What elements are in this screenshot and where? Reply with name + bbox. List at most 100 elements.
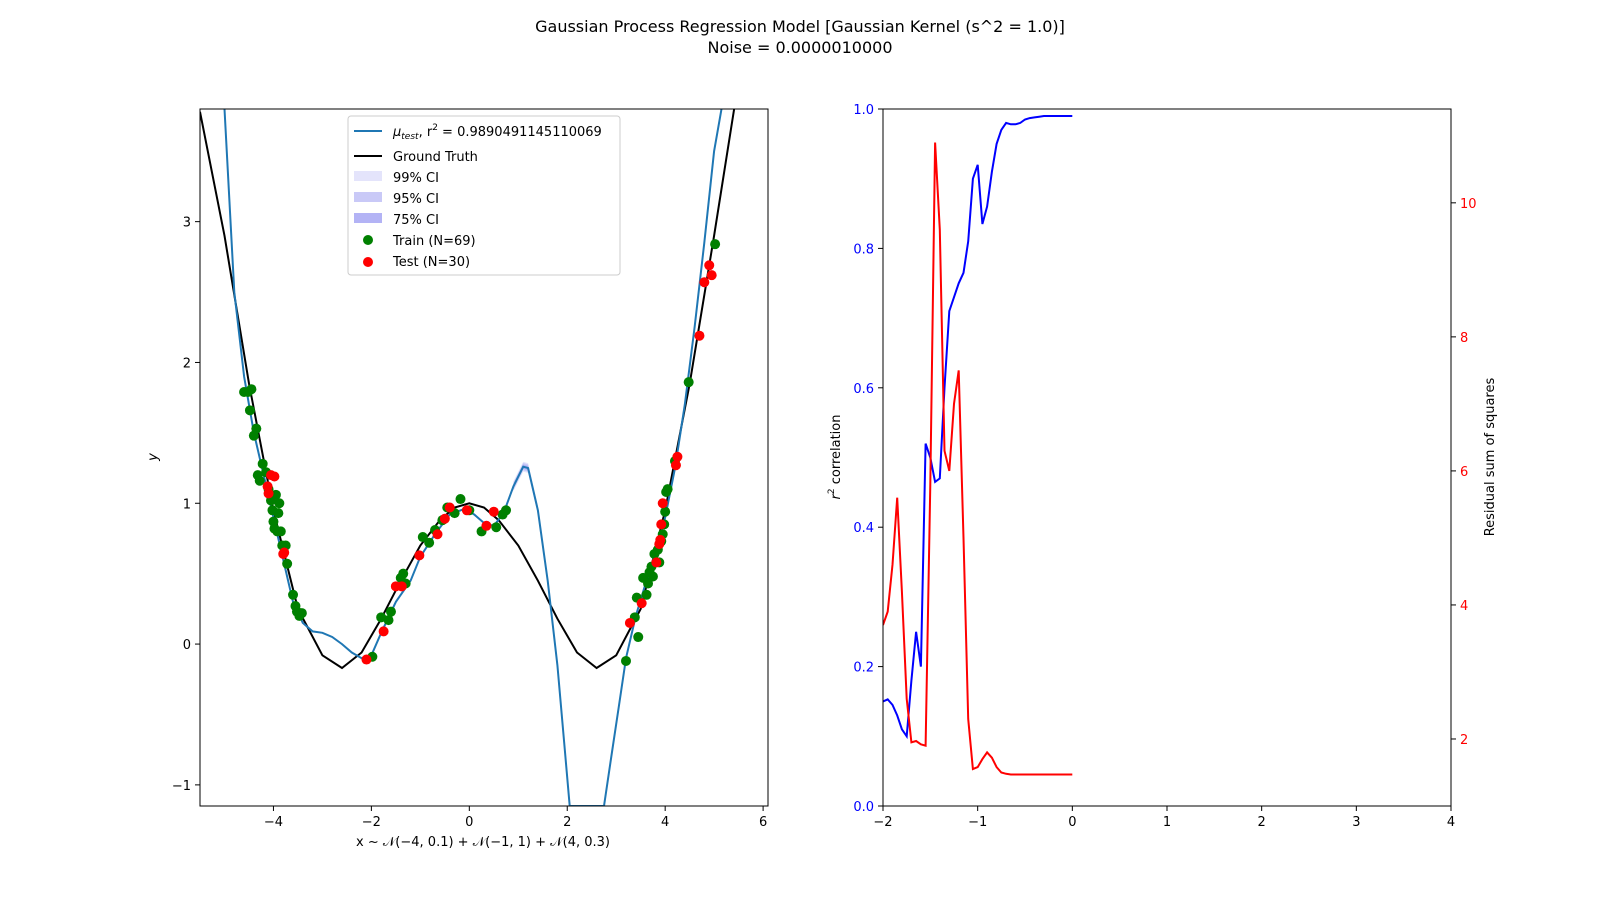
y-tick-label: 0 bbox=[183, 638, 191, 653]
test-point bbox=[481, 520, 492, 531]
train-point bbox=[257, 458, 268, 469]
train-point bbox=[633, 632, 644, 643]
test-point bbox=[396, 581, 407, 592]
test-point bbox=[432, 529, 443, 540]
r2-axis-label-text: correlation bbox=[829, 415, 844, 489]
right-x-ticks: −2 −1 0 1 2 3 4 bbox=[873, 806, 1455, 830]
left-x-ticks: −4 −2 0 2 4 6 bbox=[264, 806, 767, 830]
confidence-bands bbox=[513, 461, 538, 516]
r2-correlation-line bbox=[883, 115, 1073, 740]
train-point bbox=[621, 655, 631, 666]
test-point bbox=[444, 502, 455, 513]
train-point bbox=[491, 522, 502, 533]
legend-ci75-label: 75% CI bbox=[393, 213, 439, 228]
x-tick-label: 0 bbox=[1068, 815, 1076, 830]
test-point bbox=[461, 505, 472, 516]
legend-ci75-swatch bbox=[354, 213, 382, 223]
train-point bbox=[244, 405, 255, 416]
legend-ci95-swatch bbox=[354, 192, 382, 202]
legend-mean-value: = 0.9890491145110069 bbox=[438, 125, 602, 140]
test-point bbox=[672, 451, 683, 462]
y-tick-label: 3 bbox=[183, 216, 191, 231]
r2-tick-label: 0.8 bbox=[853, 242, 874, 257]
figure-title-line2: Noise = 0.0000010000 bbox=[707, 38, 892, 57]
legend-mean-label: μtest, r2 = 0.9890491145110069 bbox=[392, 123, 602, 142]
train-point bbox=[385, 606, 396, 617]
ci95-band bbox=[513, 463, 538, 514]
x-tick-label: −2 bbox=[362, 815, 381, 830]
legend-ground-truth-label: Ground Truth bbox=[393, 150, 478, 165]
test-point bbox=[624, 617, 635, 628]
x-tick-label: 2 bbox=[1258, 815, 1266, 830]
legend-mean-sup: 2 bbox=[432, 123, 438, 133]
test-point bbox=[279, 547, 290, 558]
train-point bbox=[501, 505, 512, 516]
train-point bbox=[643, 578, 654, 589]
r2-tick-label: 0.2 bbox=[853, 661, 874, 676]
test-point bbox=[706, 270, 717, 281]
test-point bbox=[656, 519, 667, 530]
legend: μtest, r2 = 0.9890491145110069 Ground Tr… bbox=[347, 115, 621, 276]
test-point bbox=[651, 557, 662, 568]
test-point bbox=[670, 460, 681, 471]
train-point bbox=[424, 537, 435, 548]
legend-train-label: Train (N=69) bbox=[392, 234, 476, 249]
residual-sum-of-squares-line bbox=[883, 142, 1073, 776]
gp-fit-panel: −4 −2 0 2 4 6 −1 0 1 2 3 x ~ 𝒩(−4, 0.1) + 𝒩(−1, 1… bbox=[146, 108, 769, 850]
legend-mean-r: , r bbox=[419, 125, 433, 140]
left-y-axis-label: y bbox=[146, 453, 161, 462]
r2-axis-label-r: r bbox=[829, 492, 844, 499]
r2-tick-label: 0.6 bbox=[853, 382, 874, 397]
right-right-y-ticks: 2 4 6 8 10 bbox=[1451, 197, 1477, 748]
legend-ci99-swatch bbox=[354, 171, 382, 181]
rss-tick-label: 6 bbox=[1460, 465, 1468, 480]
r2-tick-label: 0.4 bbox=[853, 521, 874, 536]
train-point bbox=[273, 508, 284, 519]
r2-tick-label: 1.0 bbox=[853, 103, 874, 118]
test-point bbox=[694, 330, 705, 341]
test-point bbox=[414, 550, 425, 561]
data-points bbox=[239, 239, 721, 666]
x-tick-label: 3 bbox=[1352, 815, 1360, 830]
train-point bbox=[455, 494, 466, 505]
x-tick-label: −1 bbox=[968, 815, 987, 830]
train-point bbox=[683, 377, 694, 388]
train-point bbox=[282, 558, 293, 569]
train-point bbox=[395, 572, 406, 583]
legend-mean-sub: test bbox=[401, 132, 419, 142]
right-left-y-ticks: 0.0 0.2 0.4 0.6 0.8 1.0 bbox=[853, 103, 883, 815]
test-point bbox=[657, 498, 668, 509]
x-tick-label: 4 bbox=[661, 815, 669, 830]
train-point bbox=[274, 498, 285, 509]
x-tick-label: 4 bbox=[1447, 815, 1455, 830]
rss-tick-label: 8 bbox=[1460, 331, 1468, 346]
legend-ci95-label: 95% CI bbox=[393, 192, 439, 207]
train-point bbox=[239, 387, 250, 398]
train-point bbox=[662, 484, 673, 495]
train-point bbox=[252, 470, 263, 481]
test-point bbox=[704, 260, 715, 271]
test-point bbox=[488, 506, 499, 517]
legend-train-swatch bbox=[363, 235, 373, 245]
figure-title-line1: Gaussian Process Regression Model [Gauss… bbox=[535, 17, 1065, 36]
test-point bbox=[699, 277, 710, 288]
legend-ci99-label: 99% CI bbox=[393, 171, 439, 186]
rss-tick-label: 10 bbox=[1460, 197, 1477, 212]
x-tick-label: 2 bbox=[563, 815, 571, 830]
train-point bbox=[296, 608, 307, 619]
test-point bbox=[262, 481, 273, 492]
train-point bbox=[288, 589, 299, 600]
test-point bbox=[378, 626, 389, 637]
y-tick-label: 2 bbox=[183, 356, 191, 371]
test-point bbox=[636, 598, 647, 609]
legend-mean-mu: μ bbox=[392, 125, 401, 140]
rss-axis-label: Residual sum of squares bbox=[1483, 377, 1498, 536]
left-y-ticks: −1 0 1 2 3 bbox=[172, 216, 200, 794]
r2-axis-label: r2 correlation bbox=[827, 415, 844, 500]
x-tick-label: −4 bbox=[264, 815, 283, 830]
train-point bbox=[251, 423, 262, 434]
x-tick-label: −2 bbox=[873, 815, 892, 830]
x-tick-label: 0 bbox=[465, 815, 473, 830]
